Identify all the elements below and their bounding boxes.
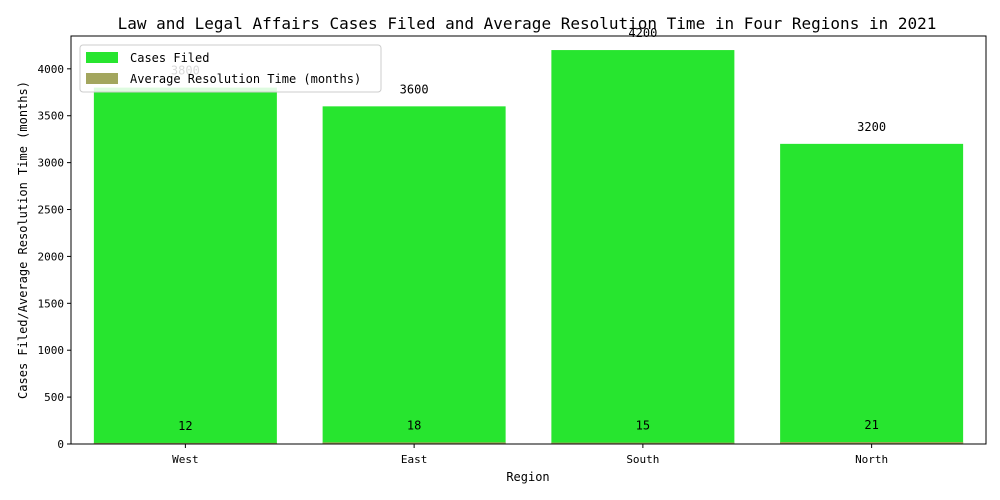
bar-average-resolution-time-months-north — [780, 442, 964, 444]
y-tick-label-4000: 4000 — [38, 63, 65, 76]
y-axis-label: Cases Filed/Average Resolution Time (mon… — [16, 81, 30, 399]
legend: Cases Filed Average Resolution Time (mon… — [79, 44, 382, 93]
bar-cases-filed-south — [551, 50, 735, 444]
bar-cases-filed-north — [780, 143, 964, 445]
y-tick-label-3500: 3500 — [38, 110, 65, 123]
bar-average-resolution-time-months-south — [551, 442, 735, 444]
x-tick-label-east: East — [401, 453, 428, 466]
x-axis: West East South North — [172, 444, 888, 466]
legend-swatch-cases-filed — [86, 52, 118, 63]
plot-frame — [70, 35, 987, 445]
legend-label-cases-filed: Cases Filed — [130, 51, 209, 65]
y-tick-label-2500: 2500 — [38, 204, 65, 217]
x-tick-label-south: South — [626, 453, 659, 466]
x-tick-label-north: North — [855, 453, 888, 466]
y-tick-label-3000: 3000 — [38, 157, 65, 170]
y-tick-label-2000: 2000 — [38, 250, 65, 263]
y-tick-label-500: 500 — [44, 391, 64, 404]
bar-average-resolution-time-months-east — [322, 442, 506, 444]
y-tick-label-1000: 1000 — [38, 344, 65, 357]
legend-frame — [79, 44, 382, 93]
bar-average-resolution-time-months-west — [93, 442, 277, 444]
data-label-cases-filed-north: 3200 — [857, 120, 886, 134]
legend-swatch-average-resolution-time — [86, 73, 118, 84]
x-tick-label-west: West — [172, 453, 199, 466]
data-label-average-resolution-time-months-south: 15 — [636, 419, 650, 433]
y-axis: 0 500 1000 1500 2000 2500 3000 3500 4000 — [38, 63, 71, 451]
y-tick-label-0: 0 — [57, 438, 64, 451]
legend-label-average-resolution-time: Average Resolution Time (months) — [130, 72, 361, 86]
data-label-average-resolution-time-months-west: 12 — [178, 419, 192, 433]
data-label-cases-filed-south: 4200 — [628, 26, 657, 40]
chart-title: Law and Legal Affairs Cases Filed and Av… — [118, 14, 937, 33]
bars-layer — [93, 50, 964, 445]
y-tick-label-1500: 1500 — [38, 297, 65, 310]
data-label-cases-filed-east: 3600 — [400, 82, 429, 96]
data-label-average-resolution-time-months-east: 18 — [407, 418, 421, 432]
x-axis-label: Region — [506, 470, 549, 484]
data-label-average-resolution-time-months-north: 21 — [864, 418, 878, 432]
bar-cases-filed-west — [93, 87, 277, 444]
bar-cases-filed-east — [322, 106, 506, 445]
